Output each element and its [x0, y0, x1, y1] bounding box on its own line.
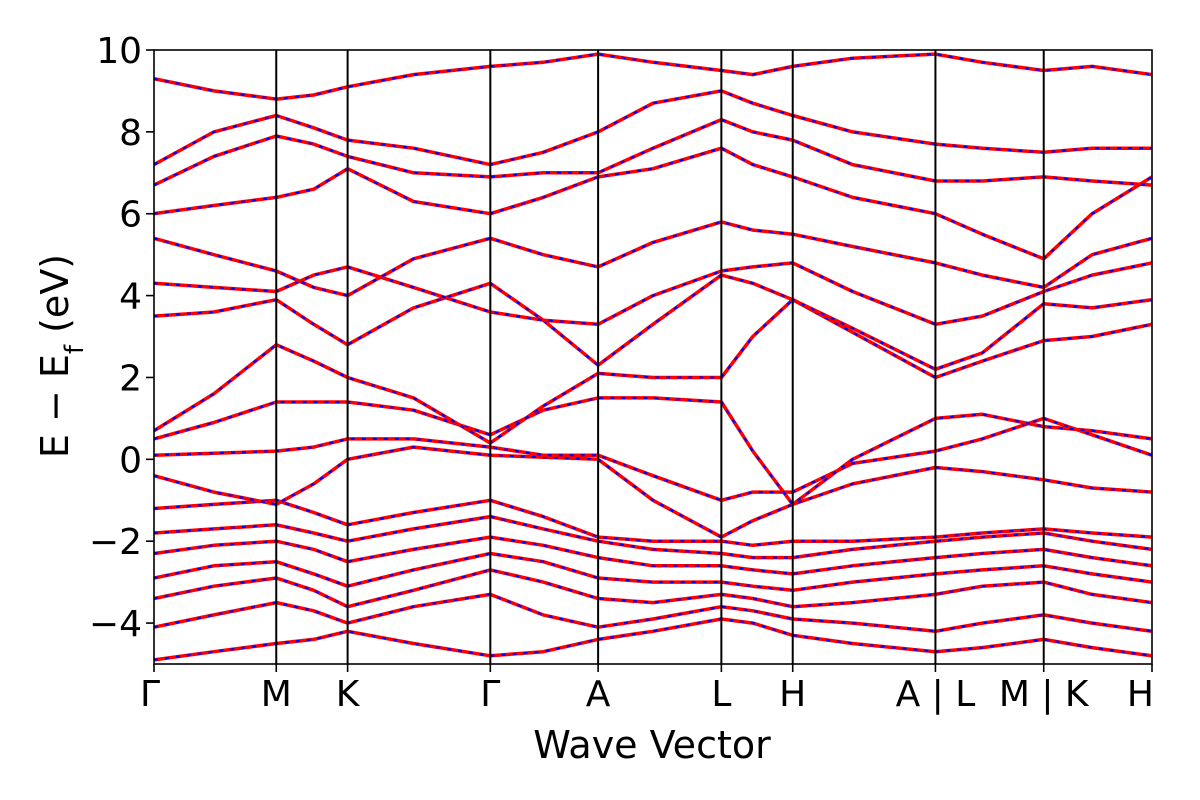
x-axis-ticks: Γ M K Γ A L H A | L M | K H: [140, 664, 1154, 715]
x-tick-label: Γ: [140, 674, 160, 715]
y-axis-label-unit: (eV): [33, 254, 77, 345]
x-tick-label: A: [586, 674, 611, 715]
y-axis-label-main: E − E: [33, 354, 77, 458]
x-tick-label: K: [336, 674, 361, 715]
y-tick-label: 8: [119, 113, 142, 154]
high-symmetry-lines: [275, 50, 1045, 664]
band-line-dashed-18: [154, 52, 1152, 101]
band-line-dashed-12: [154, 273, 1152, 371]
band-line-dashed-14: [154, 220, 1152, 297]
band-line-dashed-2: [154, 593, 1152, 633]
x-tick-label: M | K: [999, 674, 1090, 715]
band-line-18: [154, 52, 1152, 101]
band-line-dashed-16: [154, 118, 1152, 187]
band-line-1: [154, 617, 1152, 662]
band-line-dashed-6: [154, 515, 1152, 559]
band-line-14: [154, 220, 1152, 298]
band-line-dashed-8: [154, 445, 1152, 539]
y-tick-label: −4: [89, 604, 142, 645]
band-line-16: [154, 117, 1152, 187]
band-line-dashed-3: [154, 568, 1152, 608]
band-line-dashed-10: [154, 396, 1152, 506]
y-axis-label: E − Ef (eV): [33, 254, 90, 458]
plot-area: [154, 52, 1152, 662]
band-line-dashed-11: [154, 298, 1152, 445]
x-tick-label: H: [779, 674, 806, 715]
x-tick-label: L: [711, 674, 731, 715]
band-line-dashed-13: [154, 261, 1152, 326]
y-tick-label: 6: [119, 195, 142, 236]
band-line-11: [154, 297, 1152, 445]
x-tick-label: A | L: [896, 674, 976, 715]
y-tick-label: 4: [119, 277, 142, 318]
band-line-8: [154, 445, 1152, 539]
x-tick-label: Γ: [480, 674, 500, 715]
y-tick-label: 10: [96, 31, 142, 72]
band-line-7: [154, 498, 1152, 548]
y-tick-label: −2: [89, 522, 142, 563]
band-line-dashed-5: [154, 535, 1152, 576]
band-line-dashed-7: [154, 499, 1152, 547]
x-tick-label: M: [261, 674, 292, 715]
band-line-dashed-15: [154, 147, 1152, 261]
y-axis-ticks: −4 −2 0 2 4 6 8 10: [89, 31, 154, 645]
band-line-2: [154, 592, 1152, 634]
axes-frame: [153, 49, 1153, 665]
y-tick-label: 2: [119, 358, 142, 399]
band-line-13: [154, 261, 1152, 327]
band-line-dashed-9: [154, 417, 1152, 502]
y-tick-label: 0: [119, 440, 142, 481]
band-line-17: [154, 89, 1152, 167]
axes-border: [153, 49, 1153, 665]
y-axis-label-subscript: f: [60, 344, 90, 354]
band-line-3: [154, 568, 1152, 609]
band-line-dashed-1: [154, 617, 1152, 661]
x-axis-label: Wave Vector: [533, 723, 771, 767]
band-line-4: [154, 551, 1152, 593]
x-tick-label: H: [1127, 674, 1154, 715]
